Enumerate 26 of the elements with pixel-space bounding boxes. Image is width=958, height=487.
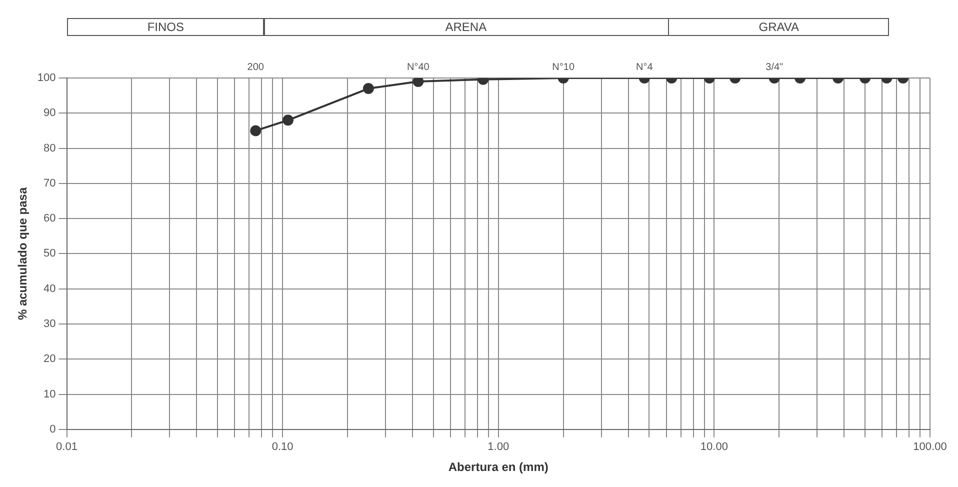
- header-box: GRAVA: [668, 18, 890, 36]
- y-tick-label: 80: [44, 142, 56, 154]
- x-tick-label: 1.00: [488, 441, 510, 454]
- y-tick-label: 20: [44, 353, 56, 366]
- text: N°10: [552, 62, 575, 73]
- text: 200: [247, 62, 264, 73]
- x-axis-title: Abertura en (mm): [448, 460, 548, 474]
- header-box: ARENA: [262, 18, 670, 36]
- y-axis-title: % acumulado que pasa: [16, 187, 30, 320]
- header-box: FINOS: [66, 18, 265, 36]
- y-tick-label: 10: [44, 388, 56, 400]
- y-tick-label: 30: [44, 318, 56, 330]
- text: N°40: [407, 62, 430, 73]
- x-tick-label: 10.00: [700, 441, 728, 454]
- text: N°4: [636, 62, 654, 73]
- y-tick-label: 100: [37, 72, 56, 84]
- y-tick-label: 50: [44, 248, 56, 260]
- y-tick-label: 70: [44, 177, 56, 190]
- y-tick-label: 90: [44, 107, 56, 120]
- text: 3/4": [766, 62, 784, 73]
- y-tick-label: 60: [44, 212, 56, 225]
- x-tick-label: 0.10: [272, 441, 294, 454]
- x-tick-label: 100.00: [913, 441, 947, 454]
- x-tick-label: 0.01: [56, 441, 78, 454]
- y-tick-label: 0: [50, 423, 56, 436]
- y-tick-label: 40: [44, 282, 56, 295]
